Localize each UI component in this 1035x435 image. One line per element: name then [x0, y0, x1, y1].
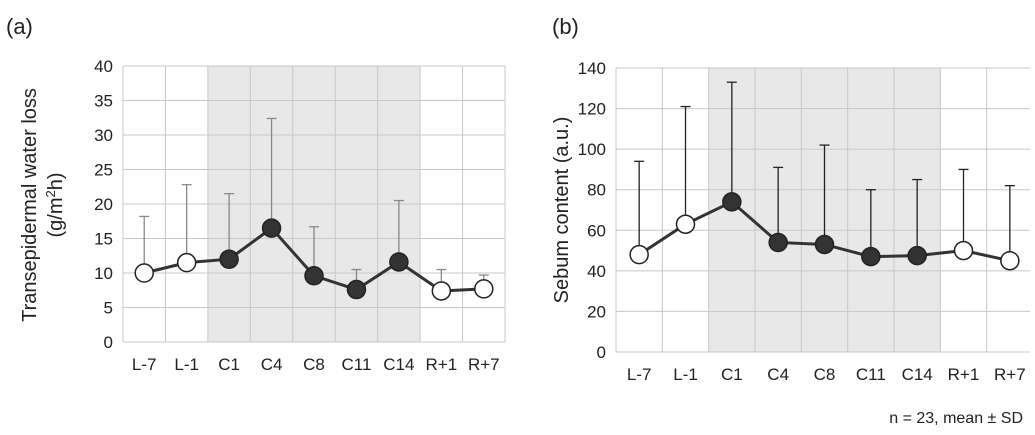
footnote: n = 23, mean ± SD	[889, 410, 1023, 427]
x-tick-label: R+7	[468, 355, 500, 374]
data-point-filled	[861, 246, 881, 267]
y-tick-label: 35	[94, 92, 113, 111]
x-tick-label: C1	[218, 355, 240, 374]
data-point-open	[1000, 250, 1020, 271]
x-tick-label: C4	[767, 365, 789, 384]
y-tick-label: 60	[587, 221, 606, 240]
y-axis-label-superscript: 2	[43, 190, 58, 197]
y-axis-label-line2: (g/m2h)	[43, 172, 67, 237]
data-point-filled	[219, 249, 239, 269]
y-axis-label: Sebum content (a.u.)	[551, 117, 573, 304]
panel-b-label: (b)	[552, 14, 579, 39]
x-tick-label: L-7	[627, 365, 652, 384]
x-tick-label: R+1	[425, 355, 457, 374]
y-tick-label: 30	[94, 126, 113, 145]
y-tick-label: 0	[597, 343, 606, 362]
data-point-open	[431, 281, 452, 301]
x-tick-label: R+1	[948, 365, 980, 384]
chart-b: 0 20 40 60 80 100 120 140 L-7 L-1 C1 C4 C8 C11 C14 R+1 R…	[551, 59, 1030, 384]
x-tick-label: L-1	[673, 365, 698, 384]
y-tick-label: 140	[578, 59, 606, 78]
y-axis-label-suffix: h)	[45, 172, 67, 190]
x-tick-label: C4	[261, 355, 283, 374]
data-point-filled	[389, 252, 409, 272]
chart-a: 0 5 10 15 20 25 30 35 40 L-7 L-1 C1 C4 C8 C11 C14 R+1 R+7…	[19, 57, 506, 374]
y-tick-label: 20	[94, 195, 113, 214]
data-point-filled	[304, 266, 324, 286]
y-axis-label-line1: Transepidermal water loss	[19, 88, 41, 322]
y-tick-label: 25	[94, 161, 113, 180]
data-point-open	[474, 279, 494, 299]
x-tick-label: L-1	[174, 355, 199, 374]
data-point-open	[953, 240, 974, 261]
data-point-open	[675, 214, 696, 234]
y-tick-label: 80	[587, 181, 606, 200]
data-point-filled	[907, 245, 927, 266]
data-point-open	[629, 244, 649, 265]
y-tick-label: 40	[587, 262, 606, 281]
x-tick-label: C14	[383, 355, 414, 374]
data-point-filled	[768, 232, 788, 253]
y-tick-label: 20	[587, 302, 606, 321]
x-tick-label: C8	[303, 355, 325, 374]
y-tick-label: 100	[578, 140, 606, 159]
x-tick-label: C14	[902, 365, 933, 384]
data-point-open	[134, 263, 154, 283]
x-tick-label: R+7	[994, 365, 1026, 384]
y-tick-label: 5	[104, 299, 113, 318]
data-point-filled	[814, 234, 835, 255]
y-tick-label: 15	[94, 230, 113, 249]
data-point-open	[176, 252, 197, 273]
data-point-filled	[346, 279, 367, 300]
y-tick-label: 0	[104, 333, 113, 352]
x-tick-label: C1	[721, 365, 743, 384]
x-tick-label: L-7	[132, 355, 157, 374]
panel-a-label: (a)	[6, 14, 33, 39]
x-tick-label: C11	[856, 365, 886, 384]
y-axis-label-prefix: (g/m	[45, 198, 67, 238]
x-tick-label: C11	[341, 355, 371, 374]
data-point-filled	[261, 218, 282, 238]
y-tick-label: 10	[94, 264, 113, 283]
x-tick-label: C8	[814, 365, 836, 384]
data-point-filled	[722, 192, 742, 212]
y-tick-label: 40	[94, 57, 113, 76]
y-tick-label: 120	[578, 100, 606, 119]
